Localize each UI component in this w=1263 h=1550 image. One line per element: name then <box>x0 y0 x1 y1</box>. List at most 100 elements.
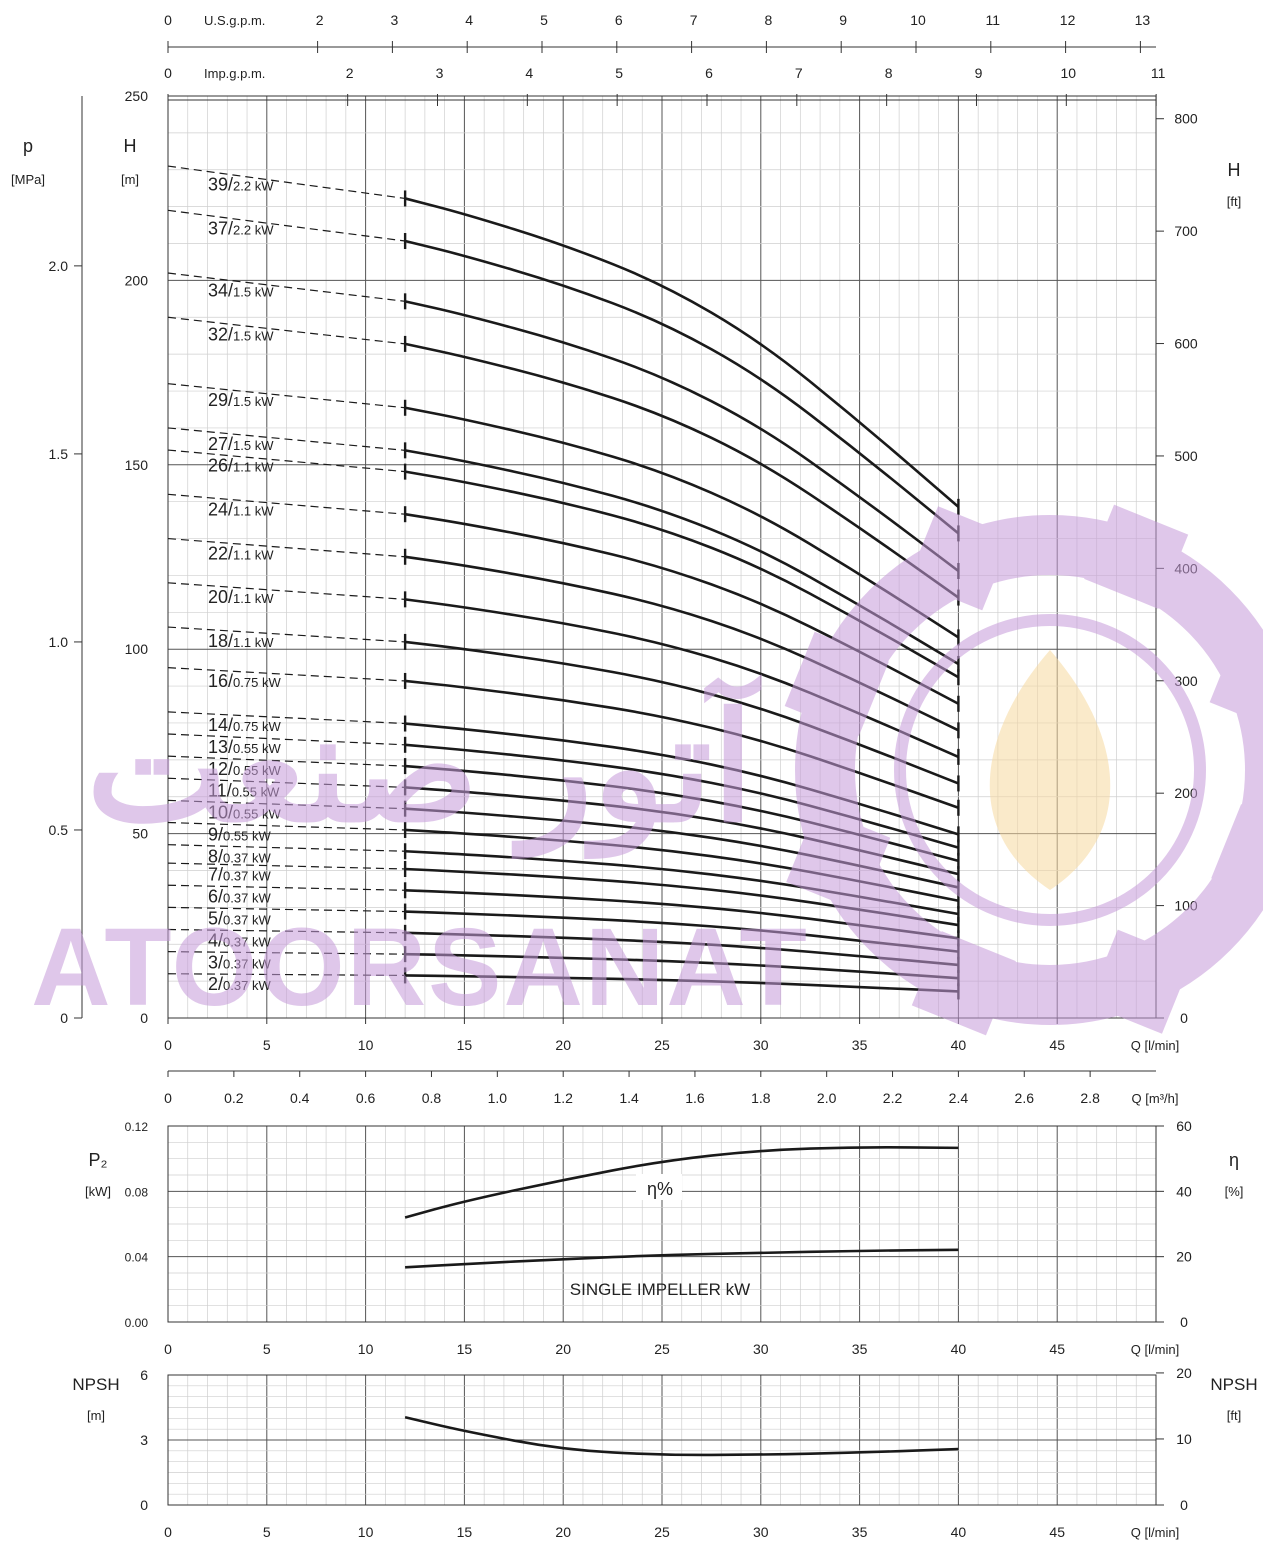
impgpm-tick-label: 5 <box>615 65 623 81</box>
head-curve-5 <box>405 910 959 953</box>
npsh-x-tick-label: 0 <box>164 1524 172 1540</box>
series-label: 13/0.55 kW <box>208 737 281 757</box>
m3h-tick-label: 0.4 <box>290 1090 310 1106</box>
series-power: 1.1 kW <box>233 460 274 475</box>
watermark-gear-ring <box>795 515 1263 1025</box>
head-x-tick-label: 15 <box>457 1037 473 1053</box>
series-label: 3/0.37 kW <box>208 952 271 972</box>
series-power: 0.37 kW <box>223 912 271 927</box>
series-separator: / <box>228 631 233 651</box>
usgpm-tick-label: 5 <box>540 12 548 28</box>
series-separator: / <box>228 715 233 735</box>
head-y-tick-label: 150 <box>125 457 149 473</box>
series-label: 10/0.55 kW <box>208 803 281 823</box>
head-ft-tick-label: 800 <box>1174 111 1198 127</box>
series-label: 12/0.55 kW <box>208 759 281 779</box>
series-separator: / <box>228 759 233 779</box>
series-power: 0.55 kW <box>232 785 280 800</box>
m3h-tick-label: 1.0 <box>488 1090 508 1106</box>
power-y-unit-label: [kW] <box>85 1184 111 1199</box>
head-x-tick-label: 25 <box>654 1037 670 1053</box>
m3h-tick-label: 0 <box>164 1090 172 1106</box>
series-power: 0.37 kW <box>223 934 271 949</box>
series-stages: 4 <box>208 930 218 950</box>
power-x-tick-label: 5 <box>263 1341 271 1357</box>
series-separator: / <box>228 587 233 607</box>
m3h-tick-label: 2.6 <box>1015 1090 1035 1106</box>
npsh-y-label: NPSH <box>72 1375 119 1394</box>
m3h-tick-label: 2.2 <box>883 1090 903 1106</box>
series-stages: 7 <box>208 865 218 885</box>
series-separator: / <box>228 390 233 410</box>
head-curve-extrapolated <box>167 884 406 891</box>
series-power: 1.1 kW <box>233 635 274 650</box>
series-power: 1.5 kW <box>233 284 274 299</box>
npsh-x-axis-label: Q [l/min] <box>1131 1525 1179 1540</box>
npsh-x-tick-label: 35 <box>852 1524 868 1540</box>
series-stages: 24 <box>208 500 228 520</box>
series-label: 39/2.2 kW <box>208 175 274 195</box>
series-stages: 29 <box>208 390 228 410</box>
m3h-tick-label: 1.8 <box>751 1090 771 1106</box>
pressure-tick-label: 1.0 <box>49 634 69 650</box>
power-x-tick-label: 30 <box>753 1341 769 1357</box>
power-x-tick-label: 25 <box>654 1341 670 1357</box>
series-stages: 16 <box>208 671 228 691</box>
series-separator: / <box>218 952 223 972</box>
power-y-tick-label: 0.12 <box>125 1120 149 1134</box>
npsh-y-tick-label: 0 <box>140 1497 148 1513</box>
power-x-tick-label: 40 <box>951 1341 967 1357</box>
series-separator: / <box>228 434 233 454</box>
head-curve-extrapolated <box>167 973 406 977</box>
power-frame <box>167 1125 1157 1323</box>
head-y-tick-label: 250 <box>125 88 149 104</box>
head-curve-39 <box>404 197 960 508</box>
series-stages: 37 <box>208 218 228 238</box>
series-label: 24/1.1 kW <box>208 500 274 520</box>
series-power: 1.5 kW <box>233 394 274 409</box>
series-label: 14/0.75 kW <box>208 715 281 735</box>
series-separator: / <box>228 456 233 476</box>
head-y-tick-label: 100 <box>125 641 149 657</box>
m3h-tick-label: 1.4 <box>619 1090 639 1106</box>
head-curve-27 <box>404 449 960 666</box>
npsh-y-tick-label: 3 <box>140 1432 148 1448</box>
series-separator: / <box>218 846 223 866</box>
head-curve-37 <box>404 239 960 535</box>
pressure-tick-label: 0 <box>60 1010 68 1026</box>
head-curve-extrapolated <box>167 928 406 934</box>
head-curve-extrapolated <box>167 165 406 200</box>
head-curve-extrapolated <box>167 537 406 558</box>
impgpm-tick-label: 7 <box>795 65 803 81</box>
npsh-ft-tick-label: 20 <box>1176 1365 1192 1381</box>
series-separator: / <box>227 781 232 801</box>
series-label: 8/0.37 kW <box>208 846 271 866</box>
single-impeller-label: SINGLE IMPELLER kW <box>570 1280 750 1299</box>
m3h-tick-label: 1.2 <box>553 1090 573 1106</box>
head-curve-extrapolated <box>167 667 406 682</box>
pressure-tick-label: 1.5 <box>49 446 69 462</box>
series-power: 0.55 kW <box>233 763 281 778</box>
series-power: 0.37 kW <box>223 978 271 993</box>
power-x-tick-label: 10 <box>358 1341 374 1357</box>
watermark-flame-icon <box>989 650 1111 890</box>
power-y-tick-label: 0.08 <box>125 1185 149 1199</box>
head-curve-extrapolated <box>167 777 406 788</box>
series-label: 6/0.37 kW <box>208 887 271 907</box>
usgpm-tick-label: 6 <box>615 12 623 28</box>
head-x-tick-label: 30 <box>753 1037 769 1053</box>
eta-tick-label: 20 <box>1176 1249 1192 1265</box>
head-x-tick-label: 35 <box>852 1037 868 1053</box>
series-label: 11/0.55 kW <box>208 781 280 801</box>
series-label: 26/1.1 kW <box>208 456 274 476</box>
usgpm-tick-label: 4 <box>465 12 473 28</box>
series-label: 20/1.1 kW <box>208 587 274 607</box>
eta-tick-label: 40 <box>1176 1183 1192 1199</box>
series-label: 34/1.5 kW <box>208 280 274 300</box>
head-curve-extrapolated <box>167 316 406 345</box>
series-label: 27/1.5 kW <box>208 434 274 454</box>
npsh-y2-label: NPSH <box>1210 1375 1257 1394</box>
series-stages: 2 <box>208 974 218 994</box>
